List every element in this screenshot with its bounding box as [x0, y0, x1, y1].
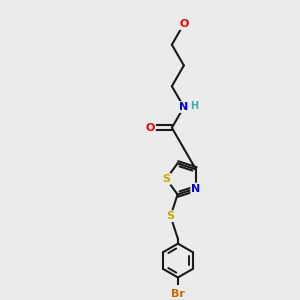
Text: O: O — [179, 19, 188, 29]
Text: H: H — [190, 100, 199, 111]
Text: S: S — [167, 211, 175, 221]
Text: O: O — [146, 123, 155, 133]
Text: N: N — [191, 184, 200, 194]
Text: S: S — [162, 174, 170, 184]
Text: Br: Br — [171, 289, 185, 299]
Text: N: N — [179, 102, 188, 112]
